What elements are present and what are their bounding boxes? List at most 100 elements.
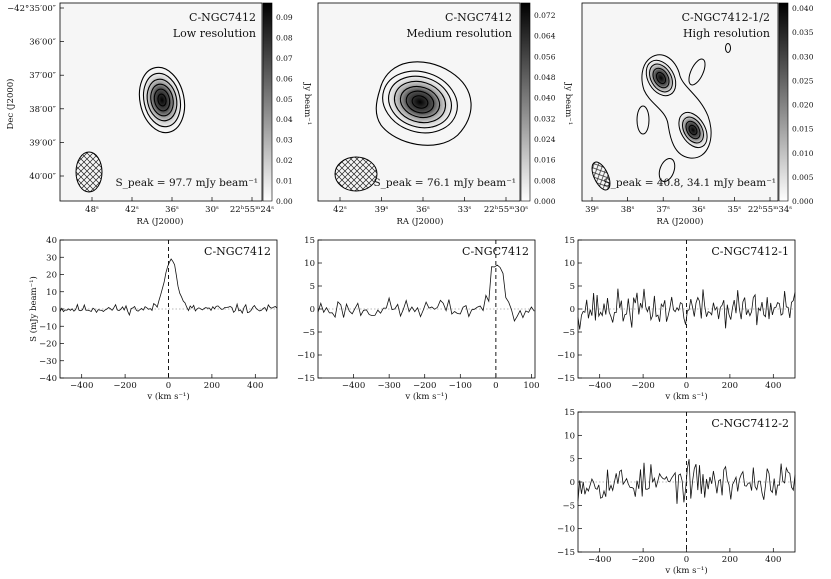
map-title: C-NGC7412 bbox=[445, 11, 512, 24]
colorbar-tick-label: 0.02 bbox=[276, 156, 293, 165]
y-tick-label: 15 bbox=[564, 236, 575, 246]
y-tick-label: 5 bbox=[310, 282, 315, 292]
x-tick-label: 0 bbox=[684, 381, 689, 391]
y-tick-label: 15 bbox=[304, 236, 315, 246]
x-tick-label: 0 bbox=[684, 555, 689, 565]
colorbar-tick-label: 0.008 bbox=[534, 176, 556, 185]
map-xlabel: RA (J2000) bbox=[137, 216, 184, 227]
map-xlabel: RA (J2000) bbox=[657, 216, 704, 227]
colorbar-tick-label: 0.00 bbox=[276, 197, 293, 206]
colorbar-tick-label: 0.05 bbox=[276, 95, 293, 104]
colorbar bbox=[262, 2, 273, 202]
source-emission bbox=[636, 43, 731, 183]
colorbar-tick-label: 0.015 bbox=[792, 125, 814, 134]
y-tick-label: 10 bbox=[564, 431, 575, 441]
y-tick-label: 10 bbox=[304, 259, 315, 269]
y-tick-label: −15 bbox=[297, 374, 315, 384]
colorbar-tick-label: 0.024 bbox=[534, 135, 556, 144]
colorbar-tick-label: 0.072 bbox=[534, 11, 556, 20]
peak-annotation: S_peak = 76.1 mJy beam⁻¹ bbox=[373, 177, 516, 189]
x-tick-label: −400 bbox=[342, 381, 365, 391]
y-tick-label: 30 bbox=[46, 253, 57, 263]
x-tick-label: 33ˢ bbox=[458, 205, 472, 215]
x-tick-label: 22ʰ55ᵐ34ˢ bbox=[748, 205, 792, 215]
y-tick-label: −30 bbox=[39, 357, 57, 367]
colorbar-tick-label: 0.035 bbox=[792, 28, 814, 37]
map-panel-medium: C-NGC7412 Medium resolution S_peak = 76.… bbox=[317, 2, 573, 227]
x-tick-label: 200 bbox=[722, 555, 738, 565]
colorbar-tick-label: 0.056 bbox=[534, 52, 556, 61]
x-tick-label: 39ˢ bbox=[375, 205, 389, 215]
colorbar-tick-label: 0.000 bbox=[534, 197, 556, 206]
colorbar-tick-label: 0.040 bbox=[792, 4, 814, 13]
y-tick-label: 5 bbox=[570, 455, 575, 465]
x-tick-label: 35ˢ bbox=[728, 205, 742, 215]
map-title: C-NGC7412-1/2 bbox=[682, 11, 770, 24]
spectrum-panel-medium: −400 −300 −200 −100 0 100 −15 −10 −5 0 5 10 15 C-NGC7… bbox=[297, 236, 540, 402]
spectrum-trace bbox=[317, 264, 535, 323]
y-tick-label: 10 bbox=[46, 288, 57, 298]
colorbar-label: Jy beam⁻¹ bbox=[563, 82, 573, 125]
y-tick-label: −20 bbox=[39, 340, 57, 350]
x-tick-label: 42ˢ bbox=[125, 205, 139, 215]
y-tick-label: −15 bbox=[557, 374, 575, 384]
y-tick-label: 15 bbox=[564, 408, 575, 418]
y-tick-label: 40 bbox=[46, 236, 57, 246]
y-tick-label: 0 bbox=[570, 305, 575, 315]
y-tick-label: −15 bbox=[557, 548, 575, 558]
x-tick-label: 0 bbox=[166, 381, 171, 391]
x-tick-label: −200 bbox=[631, 381, 654, 391]
y-tick-label: 0 bbox=[310, 305, 315, 315]
y-tick-label: −5 bbox=[302, 328, 315, 338]
spectrum-xlabel: v (km s⁻¹) bbox=[146, 391, 189, 402]
map-title: C-NGC7412 bbox=[189, 11, 256, 24]
colorbar-tick-label: 0.016 bbox=[534, 156, 556, 165]
colorbar-tick-label: 0.08 bbox=[276, 33, 293, 42]
y-tick-label: 36′00″ bbox=[29, 38, 56, 48]
source-emission bbox=[375, 61, 472, 146]
x-tick-label: 22ʰ55ᵐ24ˢ bbox=[230, 205, 274, 215]
y-tick-label: −10 bbox=[557, 351, 575, 361]
spectrum-panel-high-2: −400 −200 0 200 400 −15 −10 −5 0 5 10 15 C-NGC7412-2… bbox=[557, 408, 796, 576]
spectrum-panel-high-1: −400 −200 0 200 400 −15 −10 −5 0 5 10 15 C-NGC7412-1… bbox=[557, 236, 796, 402]
spectrum-title: C-NGC7412-2 bbox=[711, 417, 789, 430]
y-tick-label: 0 bbox=[570, 478, 575, 488]
x-tick-label: 22ʰ55ᵐ30ˢ bbox=[484, 205, 528, 215]
colorbar-tick-label: 0.09 bbox=[276, 13, 293, 22]
map-xlabel: RA (J2000) bbox=[397, 216, 444, 227]
colorbar bbox=[520, 2, 531, 202]
x-tick-label: −400 bbox=[588, 555, 611, 565]
beam-ellipse bbox=[591, 161, 611, 191]
beam-ellipse bbox=[75, 151, 103, 193]
spectrum-xlabel: v (km s⁻¹) bbox=[664, 565, 707, 576]
y-tick-label: 39′00″ bbox=[29, 138, 56, 148]
x-tick-label: 36ˢ bbox=[692, 205, 706, 215]
x-tick-label: −100 bbox=[449, 381, 472, 391]
x-tick-label: 38ˢ bbox=[621, 205, 635, 215]
y-tick-label: −10 bbox=[557, 525, 575, 535]
colorbar-tick-label: 0.025 bbox=[792, 76, 814, 85]
x-tick-label: −400 bbox=[588, 381, 611, 391]
map-panel-low: C-NGC7412 Low resolution S_peak = 97.7 m… bbox=[5, 2, 312, 227]
x-tick-label: 200 bbox=[204, 381, 220, 391]
y-tick-label: 38′00″ bbox=[29, 105, 56, 115]
map-subtitle: Low resolution bbox=[173, 27, 256, 40]
peak-annotation: S_peak = 40.8, 34.1 mJy beam⁻¹ bbox=[603, 177, 776, 189]
x-tick-label: 36ˢ bbox=[165, 205, 179, 215]
x-tick-label: −200 bbox=[413, 381, 436, 391]
spectrum-trace bbox=[59, 258, 278, 317]
colorbar-tick-label: 0.064 bbox=[534, 32, 556, 41]
spectrum-title: C-NGC7412 bbox=[204, 245, 271, 258]
y-tick-label: 5 bbox=[570, 282, 575, 292]
colorbar-label: Jy beam⁻¹ bbox=[302, 82, 312, 125]
y-tick-label: −40 bbox=[39, 374, 57, 384]
y-tick-label: −10 bbox=[297, 351, 315, 361]
colorbar bbox=[778, 2, 789, 202]
y-tick-label: −5 bbox=[562, 328, 575, 338]
y-tick-label: −10 bbox=[39, 322, 57, 332]
x-tick-label: −300 bbox=[377, 381, 400, 391]
colorbar-tick-label: 0.07 bbox=[276, 54, 293, 63]
y-tick-label: 0 bbox=[52, 305, 57, 315]
spectrum-panel-low: −400 −200 0 200 400 −40 −30 −20 −10 0 10 20 30 40 C-NG… bbox=[39, 236, 278, 402]
